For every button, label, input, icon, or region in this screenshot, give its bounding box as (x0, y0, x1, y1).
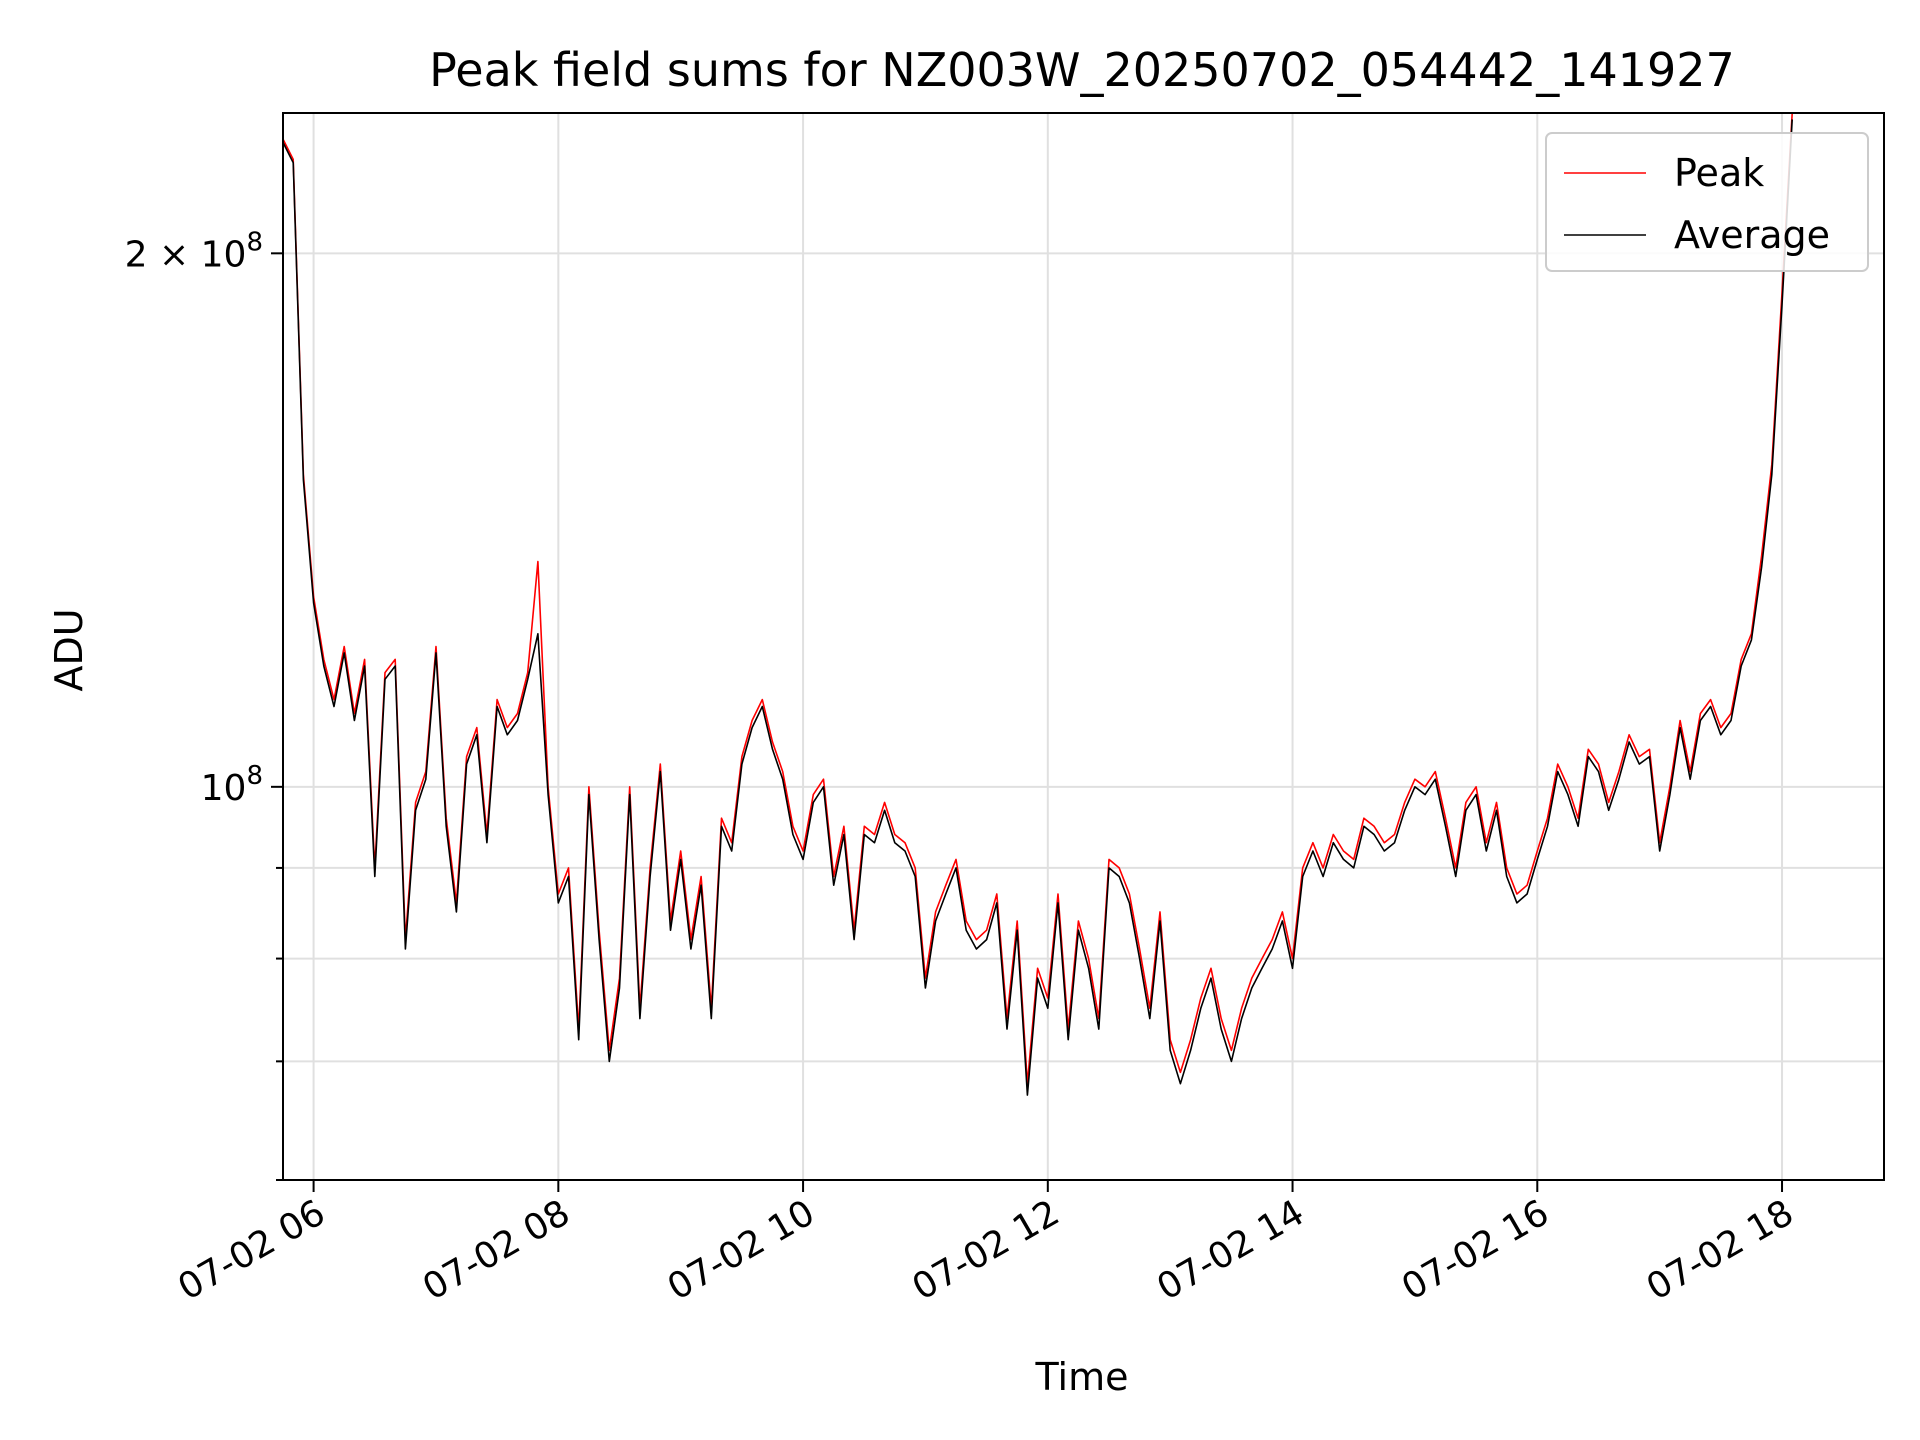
y-tick-base: 10 (201, 234, 247, 275)
plot-frame (282, 112, 1885, 1181)
plot-lines (282, 112, 1793, 1096)
legend-box (1545, 132, 1869, 272)
x-tick-label: 07-02 14 (1150, 1192, 1311, 1308)
y-tick-exponent: 8 (246, 227, 263, 257)
legend: Peak Average (1545, 132, 1869, 272)
x-tick-label: 07-02 08 (416, 1192, 577, 1308)
legend-label: Average (1674, 213, 1830, 257)
x-tick-label: 07-02 18 (1640, 1192, 1801, 1308)
x-tick-label: 07-02 10 (661, 1192, 822, 1308)
x-axis-label: Time (1035, 1355, 1129, 1399)
y-tick-coef: 2 × (125, 234, 201, 275)
x-tick-label: 07-02 12 (906, 1192, 1067, 1308)
grid (283, 113, 1884, 1181)
x-tick-label: 07-02 06 (171, 1192, 332, 1308)
y-axis-label: ADU (47, 608, 91, 691)
series-line-peak (282, 112, 1793, 1085)
y-tick-base: 10 (201, 768, 247, 809)
y-tick-label: 2 × 108 (125, 227, 263, 275)
x-tick-label: 07-02 16 (1395, 1192, 1556, 1308)
x-axis: 07-02 06 07-02 08 07-02 10 07-02 12 07-02 14… (171, 1180, 1801, 1309)
y-tick-label: 108 (201, 761, 263, 809)
chart-title: Peak field sums for NZ003W_20250702_0544… (429, 43, 1735, 97)
series-line-average (282, 119, 1793, 1096)
y-tick-exponent: 8 (246, 761, 263, 791)
legend-label: Peak (1674, 151, 1764, 195)
